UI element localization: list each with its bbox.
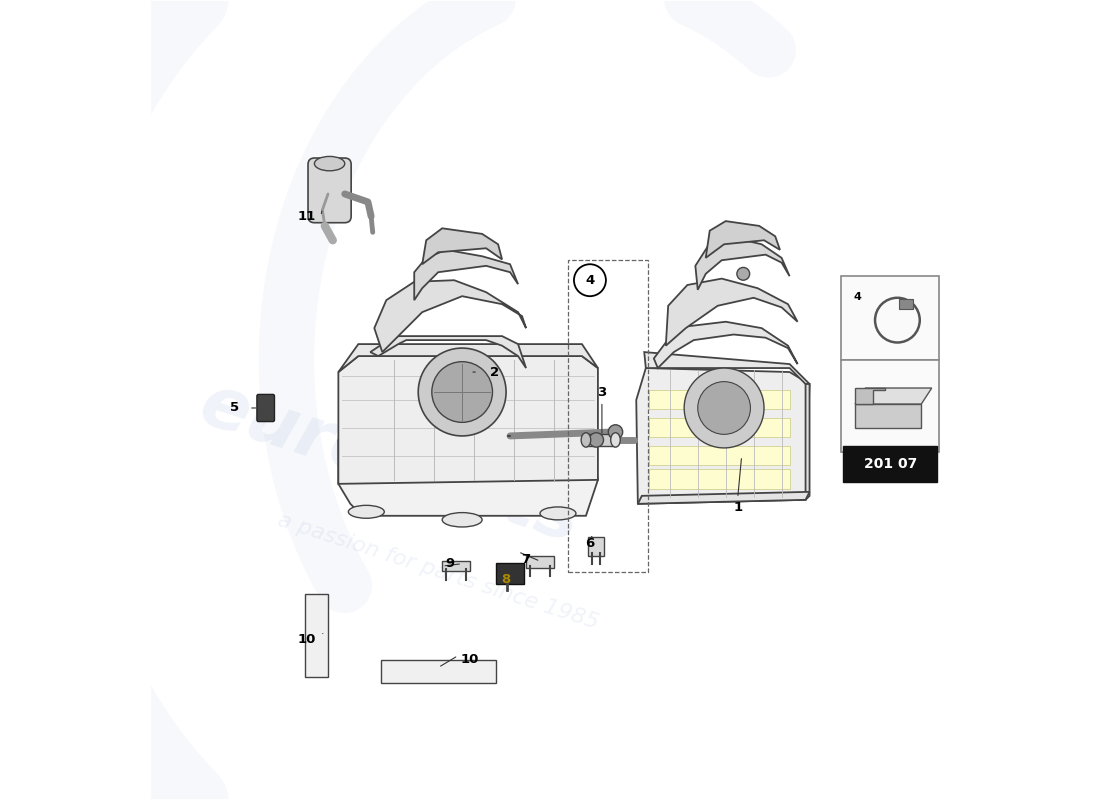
Polygon shape [339, 344, 598, 372]
Polygon shape [588, 538, 604, 556]
Polygon shape [526, 556, 554, 568]
Text: 201 07: 201 07 [864, 457, 916, 471]
FancyBboxPatch shape [843, 446, 937, 482]
FancyBboxPatch shape [496, 563, 525, 584]
Polygon shape [638, 492, 810, 504]
Text: 1: 1 [733, 502, 742, 514]
Polygon shape [339, 400, 598, 516]
FancyBboxPatch shape [899, 299, 913, 309]
Polygon shape [374, 280, 526, 352]
Polygon shape [805, 384, 810, 500]
Text: 4: 4 [854, 292, 861, 302]
Ellipse shape [610, 433, 620, 447]
Circle shape [590, 433, 604, 447]
Text: 3: 3 [597, 386, 606, 398]
Circle shape [737, 267, 750, 280]
FancyBboxPatch shape [308, 158, 351, 222]
Polygon shape [695, 235, 790, 290]
Polygon shape [653, 322, 798, 368]
Text: 4: 4 [585, 274, 595, 286]
Ellipse shape [315, 157, 344, 170]
Polygon shape [415, 250, 518, 300]
Text: euroParts: euroParts [191, 370, 590, 558]
Polygon shape [636, 368, 810, 504]
Text: 7: 7 [521, 554, 530, 566]
Text: 8: 8 [502, 573, 510, 586]
Text: 10: 10 [461, 653, 480, 666]
Circle shape [432, 362, 493, 422]
FancyBboxPatch shape [649, 418, 791, 437]
FancyBboxPatch shape [381, 659, 496, 682]
Polygon shape [442, 562, 470, 571]
Polygon shape [666, 278, 798, 346]
FancyBboxPatch shape [842, 360, 939, 452]
FancyBboxPatch shape [842, 276, 939, 360]
Ellipse shape [442, 513, 482, 527]
Polygon shape [422, 228, 502, 264]
Polygon shape [586, 434, 616, 446]
Polygon shape [855, 404, 922, 428]
Ellipse shape [540, 507, 576, 520]
Text: 5: 5 [230, 402, 239, 414]
Circle shape [418, 348, 506, 436]
Polygon shape [339, 356, 598, 484]
Circle shape [684, 368, 764, 448]
Text: 2: 2 [490, 366, 498, 378]
FancyBboxPatch shape [305, 594, 328, 677]
Text: a passion for parts since 1985: a passion for parts since 1985 [275, 510, 602, 633]
Circle shape [574, 264, 606, 296]
Ellipse shape [349, 506, 384, 518]
Text: 6: 6 [585, 538, 595, 550]
Circle shape [608, 425, 623, 439]
FancyBboxPatch shape [649, 446, 791, 465]
Text: 11: 11 [297, 210, 316, 223]
Polygon shape [645, 352, 810, 384]
FancyBboxPatch shape [649, 470, 791, 489]
Polygon shape [706, 221, 780, 258]
Polygon shape [855, 388, 932, 404]
Text: 9: 9 [446, 558, 454, 570]
Polygon shape [855, 388, 886, 404]
Polygon shape [371, 336, 526, 368]
Text: 10: 10 [297, 633, 316, 646]
Circle shape [697, 382, 750, 434]
FancyBboxPatch shape [649, 390, 791, 409]
FancyBboxPatch shape [257, 394, 275, 422]
Ellipse shape [581, 433, 591, 447]
